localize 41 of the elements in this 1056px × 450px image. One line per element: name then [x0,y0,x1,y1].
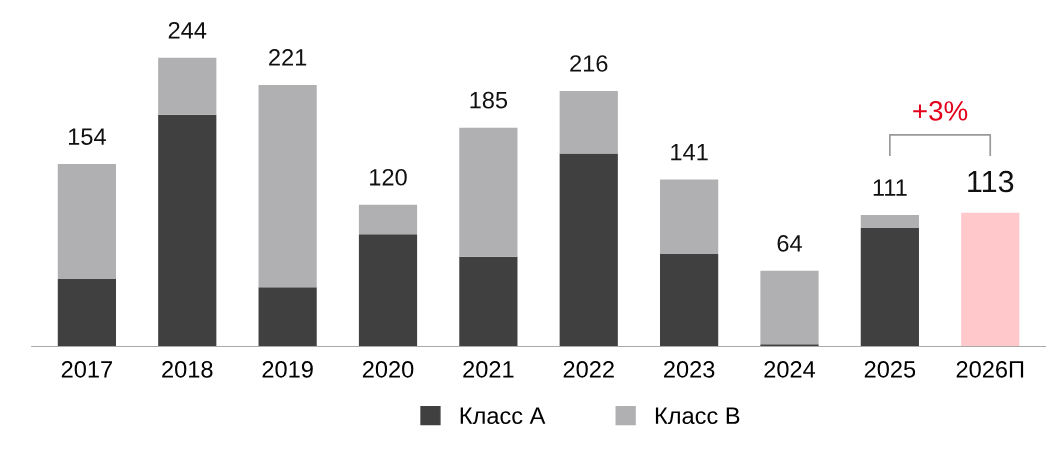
bar [358,204,418,235]
x-tick-label: 2019 [262,361,313,378]
x-tick-label: 2020 [362,361,414,378]
bar [660,179,719,255]
x-tick-label: 2025 [864,361,916,378]
bar [57,278,116,347]
bar [760,270,819,345]
annotation: 154 [68,128,106,145]
x-tick-label: 2024 [764,361,816,378]
bar [559,90,618,154]
annotation: 141 [671,144,708,161]
annotation: 185 [470,91,508,109]
bar [158,57,217,115]
bar [358,234,418,347]
legend-label: Класс В [655,407,740,425]
annotation: 120 [370,168,407,186]
annotation: 111 [873,179,907,196]
bar [57,164,116,279]
bar [559,153,618,347]
x-tick-label: 2023 [664,361,715,378]
annotation: 113 [968,170,1014,193]
x-tick-label: 2017 [61,361,112,378]
annotation: 64 [777,235,802,252]
bar [258,84,317,288]
x-tick-label: 2018 [162,361,213,378]
bar [158,114,217,347]
bar [459,127,518,257]
legend-label: Класс А [460,407,546,425]
annotation: 216 [570,55,608,72]
bar [860,215,919,229]
bar [860,228,919,347]
annotation: +3% [913,101,968,121]
bar [459,256,518,347]
bar [258,287,317,347]
x-tick-label: 2021 [463,361,514,378]
annotation: 244 [168,21,207,39]
bar [961,212,1020,347]
x-tick-label: 2026П [956,361,1024,378]
annotation: 221 [269,49,307,66]
bar [660,254,719,347]
x-tick-label: 2022 [563,361,614,378]
